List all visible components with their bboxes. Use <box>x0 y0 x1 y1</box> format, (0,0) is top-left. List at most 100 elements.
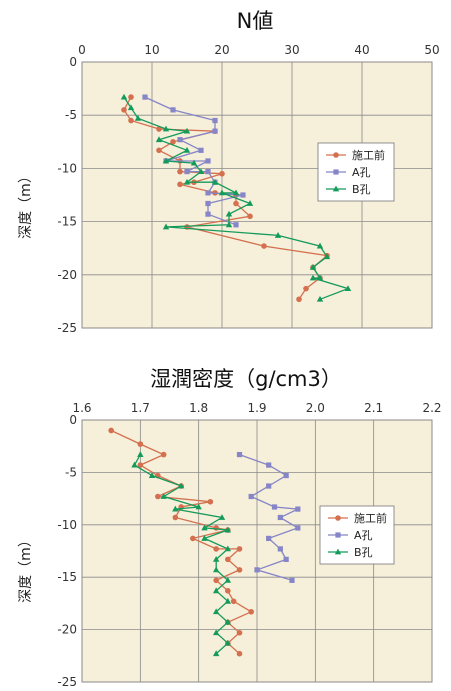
y-tick-label: -5 <box>65 465 77 479</box>
series-line <box>144 96 244 226</box>
data-point <box>289 577 295 583</box>
y-tick-label: -20 <box>57 268 77 282</box>
data-point <box>225 588 231 594</box>
legend-marker <box>333 152 339 158</box>
data-point <box>108 427 114 434</box>
x-tick-label: 40 <box>354 43 369 57</box>
data-point <box>247 213 253 220</box>
data-point <box>170 107 176 113</box>
legend: 施工前 A孔 B孔 <box>317 142 395 202</box>
legend-marker <box>335 515 341 521</box>
data-point <box>148 472 156 478</box>
data-point <box>236 629 243 636</box>
data-point <box>201 535 208 541</box>
x-tick-label: 0 <box>78 43 86 57</box>
data-point <box>230 598 237 605</box>
data-point <box>198 147 204 153</box>
data-point <box>160 451 167 458</box>
y-tick-label: -20 <box>57 623 77 637</box>
y-tick-label: 0 <box>69 413 77 427</box>
data-point <box>236 451 243 458</box>
data-point <box>162 157 170 164</box>
data-point <box>120 93 128 100</box>
data-point <box>309 263 317 270</box>
data-point <box>172 505 179 512</box>
x-tick-label: 1.9 <box>247 401 266 415</box>
y-axis-label: 深度（m） <box>18 533 34 603</box>
data-point <box>121 107 127 113</box>
data-point <box>190 159 198 166</box>
data-point <box>205 168 211 175</box>
data-point <box>296 296 302 303</box>
data-point <box>183 127 191 134</box>
x-tick-label: 1.8 <box>189 401 208 415</box>
data-point <box>213 577 219 584</box>
series-group <box>108 427 301 657</box>
data-point <box>155 493 161 500</box>
data-point <box>142 94 148 100</box>
data-point <box>277 546 283 552</box>
data-point <box>128 94 134 100</box>
chart-title: N値 <box>237 9 274 33</box>
data-point <box>277 514 283 521</box>
legend-label: A孔 <box>352 166 371 179</box>
data-point <box>160 493 167 499</box>
data-point <box>271 504 278 510</box>
data-point <box>295 506 301 512</box>
data-point <box>224 639 232 646</box>
data-point <box>261 243 267 249</box>
data-point <box>212 128 218 134</box>
data-point <box>233 222 239 228</box>
data-point <box>131 461 138 468</box>
data-point <box>316 274 324 281</box>
y-tick-label: -15 <box>57 215 77 229</box>
data-point <box>248 608 254 615</box>
data-point <box>323 253 331 260</box>
data-point <box>183 146 191 153</box>
data-point <box>224 576 232 583</box>
chart-title: 湿潤密度（g/cm3） <box>150 367 342 391</box>
legend-marker <box>335 532 341 538</box>
data-point <box>212 117 218 124</box>
data-point <box>197 168 205 174</box>
legend: 施工前 A孔 B孔 <box>319 505 395 565</box>
gridlines <box>81 61 433 329</box>
data-point <box>183 178 191 185</box>
data-point <box>236 567 243 573</box>
data-point <box>316 295 324 302</box>
y-axis-label: 深度（m） <box>18 169 34 239</box>
x-tick-label: 2.1 <box>364 401 383 415</box>
y-tick-label: -25 <box>57 321 77 335</box>
data-point <box>213 546 219 552</box>
data-point <box>233 200 239 207</box>
data-point <box>224 545 232 552</box>
chart-wet-density: 湿潤密度（g/cm3） 1.6 1.7 1.8 1.9 2.0 2.1 2.2 0 -5 -10… <box>18 367 442 689</box>
data-point <box>211 178 219 185</box>
legend-label: B孔 <box>352 183 371 196</box>
legend-marker <box>332 185 340 192</box>
data-point <box>213 525 219 531</box>
data-point <box>225 221 233 228</box>
x-tick-label: 2.2 <box>422 401 441 415</box>
legend-label: 施工前 <box>352 148 385 162</box>
data-point <box>207 498 214 505</box>
y-tick-label: -5 <box>65 108 77 122</box>
data-point <box>246 200 254 206</box>
data-point <box>190 535 196 542</box>
x-tick-label: 1.7 <box>131 401 150 415</box>
y-tick-label: -10 <box>57 518 77 532</box>
x-tick-label: 1.6 <box>72 401 91 415</box>
data-point <box>344 285 352 292</box>
data-point <box>283 472 289 479</box>
y-tick-label: 0 <box>69 55 77 69</box>
data-point <box>172 514 179 521</box>
y-tick-label: -25 <box>57 675 77 689</box>
series-line <box>133 454 229 655</box>
x-tick-labels: 1.6 1.7 1.8 1.9 2.0 2.1 2.2 <box>72 401 441 415</box>
legend-label: A孔 <box>354 529 373 542</box>
data-point <box>295 525 301 531</box>
data-point <box>205 158 211 164</box>
data-point <box>303 285 309 292</box>
data-point <box>225 556 231 563</box>
